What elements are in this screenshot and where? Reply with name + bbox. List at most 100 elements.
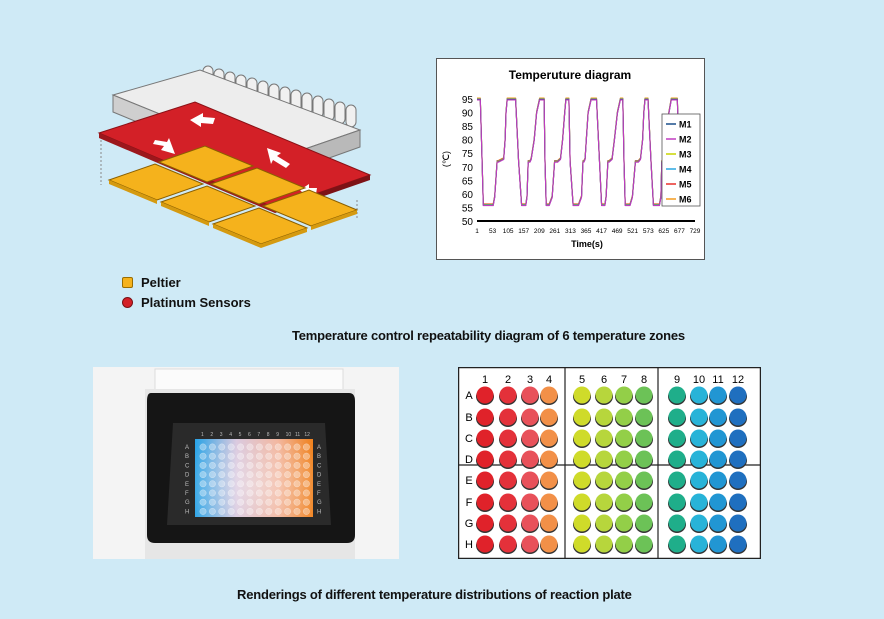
well-B11 (709, 408, 727, 426)
x-tick-label: 521 (627, 228, 638, 235)
row-label: F (466, 497, 473, 509)
photo-column-label: 12 (304, 432, 310, 438)
well-D4 (540, 450, 558, 468)
x-tick-label: 261 (549, 228, 560, 235)
photo-well (265, 480, 273, 488)
photo-well (227, 480, 235, 488)
photo-well (255, 443, 263, 451)
column-label: 10 (693, 374, 705, 386)
well-F12 (729, 493, 747, 511)
photo-row-label: B (317, 454, 321, 460)
photo-well (199, 443, 207, 451)
well-C4 (540, 429, 558, 447)
well-H1 (476, 535, 494, 553)
plate-temperature-grid: 1 2 3 4 5 6 7 8 9 10 11 12 A B C D E F G H (457, 366, 762, 560)
photo-row-label: E (185, 482, 189, 488)
well-E9 (668, 471, 686, 489)
photo-well (284, 461, 292, 469)
photo-well (265, 471, 273, 479)
well-G8 (635, 514, 653, 532)
chart-legend (661, 113, 701, 207)
well-C12 (729, 429, 747, 447)
row-label: B (465, 412, 472, 424)
well-H2 (499, 535, 517, 553)
well-B5 (573, 408, 591, 426)
photo-well (246, 498, 254, 506)
photo-well (227, 452, 235, 460)
x-tick-label: 469 (612, 228, 623, 235)
row-label: C (465, 433, 473, 445)
photo-row-label: G (185, 500, 190, 506)
well-A11 (709, 386, 727, 404)
photo-row-label: D (317, 473, 322, 479)
y-tick-label: 85 (462, 122, 474, 133)
photo-column-label: 11 (295, 432, 300, 438)
peltier-swatch-icon (122, 277, 133, 288)
well-A1 (476, 386, 494, 404)
well-F11 (709, 493, 727, 511)
y-tick-label: 90 (462, 109, 474, 120)
photo-well (265, 461, 273, 469)
photo-well (208, 461, 216, 469)
photo-well (274, 471, 282, 479)
well-B3 (521, 408, 539, 426)
well-B6 (595, 408, 613, 426)
photo-well (255, 461, 263, 469)
well-D1 (476, 450, 494, 468)
well-B8 (635, 408, 653, 426)
photo-column-label: 3 (220, 432, 223, 438)
photo-well (237, 461, 245, 469)
photo-column-label: 1 (201, 432, 204, 438)
photo-well (227, 443, 235, 451)
well-F2 (499, 493, 517, 511)
photo-well (293, 480, 301, 488)
photo-well (284, 507, 292, 515)
well-D7 (615, 450, 633, 468)
well-H5 (573, 535, 591, 553)
photo-well (208, 471, 216, 479)
photo-well (274, 452, 282, 460)
photo-well (246, 489, 254, 497)
well-A10 (690, 386, 708, 404)
photo-well (246, 507, 254, 515)
well-G12 (729, 514, 747, 532)
photo-well (237, 489, 245, 497)
well-E10 (690, 471, 708, 489)
photo-row-label: H (185, 509, 189, 515)
photo-well (208, 489, 216, 497)
well-C10 (690, 429, 708, 447)
photo-well (302, 461, 310, 469)
well-A7 (615, 386, 633, 404)
photo-well (284, 498, 292, 506)
well-B1 (476, 408, 494, 426)
well-E7 (615, 471, 633, 489)
column-label: 1 (482, 374, 488, 386)
well-G3 (521, 514, 539, 532)
photo-well (302, 507, 310, 515)
photo-well (255, 452, 263, 460)
photo-well (284, 489, 292, 497)
row-label: A (465, 390, 473, 402)
photo-well (208, 480, 216, 488)
well-A6 (595, 386, 613, 404)
y-tick-label: 75 (462, 149, 474, 160)
well-A12 (729, 386, 747, 404)
well-B12 (729, 408, 747, 426)
well-D6 (595, 450, 613, 468)
photo-well (218, 489, 226, 497)
well-E6 (595, 471, 613, 489)
photo-row-label: A (317, 445, 321, 451)
photo-well (284, 471, 292, 479)
well-A2 (499, 386, 517, 404)
well-F6 (595, 493, 613, 511)
well-E3 (521, 471, 539, 489)
photo-well (227, 489, 235, 497)
photo-well (293, 443, 301, 451)
photo-well (218, 452, 226, 460)
x-tick-label: 53 (489, 228, 497, 235)
photo-row-label: H (317, 509, 321, 515)
well-A3 (521, 386, 539, 404)
legend-label-m4: M4 (679, 165, 692, 175)
well-F10 (690, 493, 708, 511)
